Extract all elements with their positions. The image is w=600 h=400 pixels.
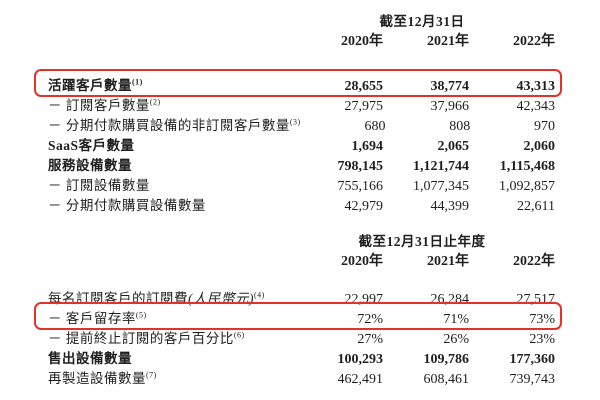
row-label: SaaS客戶數量 (48, 138, 135, 153)
value-cell: 2,065 (437, 139, 470, 154)
year-header-2021: 2021年 (427, 254, 469, 269)
year-header-2022: 2022年 (513, 254, 555, 269)
value-cell: 755,166 (337, 179, 384, 194)
value-cell: 1,115,468 (499, 159, 555, 174)
value-cell: 27,517 (516, 292, 556, 307)
year-header-2020: 2020年 (341, 34, 383, 49)
value-cell: 462,491 (337, 372, 384, 387)
period-header-row: 截至12月31日止年度 (48, 230, 555, 250)
value-cell: 43,313 (516, 79, 556, 94)
value-cell: 26,284 (430, 292, 470, 307)
value-cell: 71% (443, 312, 469, 327)
value-cell: 23% (529, 332, 555, 347)
table-body: 每名訂閱客戶的訂閱費(人民幣元)(4) 22,997 26,284 27,517… (34, 287, 562, 387)
table-row-early-termination-pct: － 提前終止訂閱的客戶百分比(6) 27% 26% 23% (48, 327, 555, 347)
row-label: － 分期付款購買設備數量 (48, 198, 206, 213)
year-header-row: 2020年 2021年 2022年 (48, 250, 555, 270)
value-cell: 177,360 (509, 352, 556, 367)
value-cell: 37,966 (430, 99, 470, 114)
value-cell: 798,145 (337, 159, 384, 174)
row-label: 服務設備數量 (48, 158, 132, 173)
year-header-row: 2020年 2021年 2022年 (48, 30, 555, 50)
table-row-subscription-devices: － 訂閱設備數量 755,166 1,077,345 1,092,857 (48, 174, 555, 194)
value-cell: 1,092,857 (499, 179, 555, 194)
value-cell: 22,997 (344, 292, 384, 307)
value-cell: 680 (364, 119, 386, 134)
value-cell: 2,060 (523, 139, 556, 154)
table-annual-metrics: 截至12月31日止年度 2020年 2021年 2022年 每名訂閱客戶的訂閱費… (34, 230, 562, 387)
row-label: － 訂閱客戶數量(2) (48, 97, 161, 113)
table-row-installment-devices: － 分期付款購買設備數量 42,979 44,399 22,611 (48, 194, 555, 214)
row-label: － 分期付款購買設備的非訂閱客戶數量(3) (48, 117, 301, 133)
row-label: 再製造設備數量(7) (48, 370, 157, 386)
value-cell: 73% (529, 312, 555, 327)
value-cell: 27% (357, 332, 383, 347)
value-cell: 28,655 (344, 79, 384, 94)
value-cell: 27,975 (344, 99, 384, 114)
period-header: 截至12月31日止年度 (358, 234, 486, 249)
row-label: － 訂閱設備數量 (48, 178, 150, 193)
value-cell: 608,461 (423, 372, 470, 387)
table-row-customer-retention-rate: － 客戶留存率(5) 72% 71% 73% (34, 302, 562, 330)
period-header: 截至12月31日 (379, 14, 465, 29)
year-header-2021: 2021年 (427, 34, 469, 49)
value-cell: 26% (443, 332, 469, 347)
value-cell: 808 (449, 119, 471, 134)
value-cell: 1,121,744 (413, 159, 469, 174)
value-cell: 1,077,345 (413, 179, 469, 194)
table-row-remanufactured-devices: 再製造設備數量(7) 462,491 608,461 739,743 (48, 367, 555, 387)
row-label: 活躍客戶數量(1) (48, 77, 143, 93)
row-label: 售出設備數量 (48, 351, 132, 366)
table-operating-metrics: 截至12月31日 2020年 2021年 2022年 活躍客戶數量(1) 28,… (34, 10, 562, 214)
value-cell: 100,293 (337, 352, 384, 367)
year-header-2020: 2020年 (341, 254, 383, 269)
row-label: 每名訂閱客戶的訂閱費(人民幣元)(4) (48, 290, 265, 306)
value-cell: 1,694 (351, 139, 384, 154)
value-cell: 739,743 (509, 372, 556, 387)
row-label: － 提前終止訂閱的客戶百分比(6) (48, 330, 245, 346)
table-row-saas-customers: SaaS客戶數量 1,694 2,065 2,060 (48, 134, 555, 154)
table-row-subscription-customers: － 訂閱客戶數量(2) 27,975 37,966 42,343 (48, 94, 555, 114)
table-row-active-customers: 活躍客戶數量(1) 28,655 38,774 43,313 (34, 69, 562, 97)
value-cell: 22,611 (517, 199, 555, 214)
table-body: 活躍客戶數量(1) 28,655 38,774 43,313 － 訂閱客戶數量(… (34, 69, 562, 214)
table-row-installment-nonsub-customers: － 分期付款購買設備的非訂閱客戶數量(3) 680 808 970 (48, 114, 555, 134)
value-cell: 970 (534, 119, 555, 134)
value-cell: 42,343 (516, 99, 556, 114)
value-cell: 38,774 (430, 79, 470, 94)
table-row-devices-sold: 售出設備數量 100,293 109,786 177,360 (48, 347, 555, 367)
table-gap (48, 214, 555, 230)
value-cell: 44,399 (430, 199, 470, 214)
table-row-subscription-fee: 每名訂閱客戶的訂閱費(人民幣元)(4) 22,997 26,284 27,517 (48, 287, 555, 307)
value-cell: 109,786 (423, 352, 470, 367)
period-header-row: 截至12月31日 (48, 10, 555, 30)
year-header-2022: 2022年 (513, 34, 555, 49)
table-row-devices-in-service: 服務設備數量 798,145 1,121,744 1,115,468 (48, 154, 555, 174)
value-cell: 72% (357, 312, 383, 327)
value-cell: 42,979 (344, 199, 384, 214)
row-label: － 客戶留存率(5) (48, 310, 147, 326)
